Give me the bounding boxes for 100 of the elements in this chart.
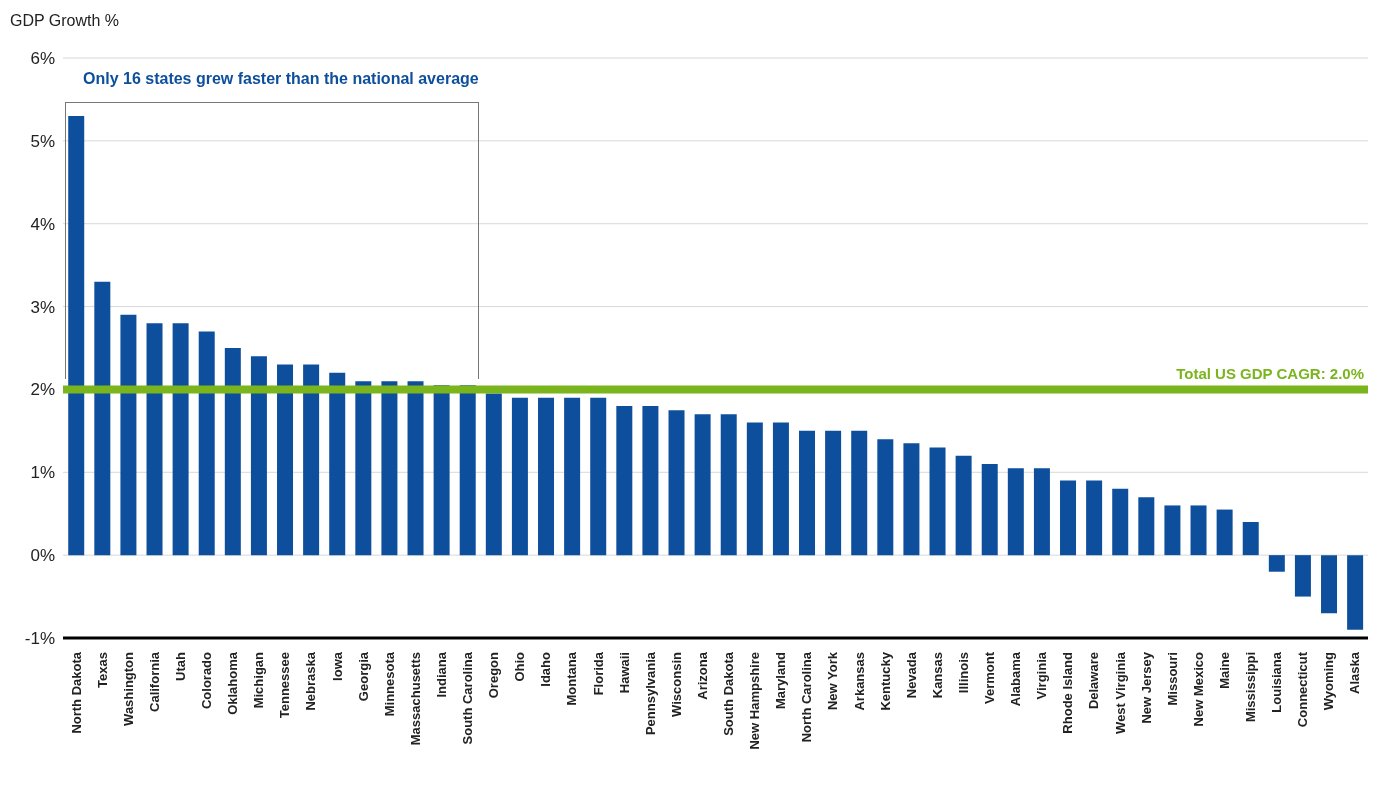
x-tick-label: Kansas [929, 652, 945, 699]
x-tick-label: Indiana [433, 651, 449, 698]
x-tick-label: Massachusetts [407, 652, 423, 746]
bar [929, 447, 946, 556]
x-tick-label: Virginia [1034, 651, 1050, 700]
x-tick-label: Oklahoma [225, 651, 241, 715]
y-tick-label: 6% [30, 49, 55, 69]
x-tick-label: Hawaii [616, 652, 632, 694]
x-tick-label: Washington [120, 651, 136, 726]
bar [903, 443, 920, 556]
x-tick-label: Rhode Island [1060, 651, 1076, 734]
bar [1086, 480, 1103, 556]
x-tick-label: Colorado [199, 651, 215, 710]
bar [94, 281, 111, 556]
x-tick-label: Louisiana [1269, 651, 1285, 713]
bar [224, 348, 241, 556]
bar [825, 430, 842, 556]
bar [851, 430, 868, 556]
bar [485, 393, 502, 556]
x-tick-label: Maryland [773, 651, 789, 710]
x-tick-label: Georgia [355, 651, 371, 702]
x-tick-label: Nebraska [303, 651, 319, 711]
y-tick-label: 1% [30, 463, 55, 483]
x-tick-label: New York [825, 651, 841, 711]
bar [172, 323, 189, 556]
x-tick-label: Connecticut [1295, 651, 1311, 728]
bar [250, 356, 267, 556]
ref-line-label: Total US GDP CAGR: 2.0% [1176, 365, 1364, 383]
bar [642, 406, 659, 556]
y-tick-label: 0% [30, 546, 55, 566]
bar [564, 397, 581, 556]
bar [538, 397, 555, 556]
bar [1294, 555, 1311, 597]
bar [1268, 555, 1285, 572]
x-tick-label: Alaska [1347, 651, 1363, 694]
bar [590, 397, 607, 556]
x-tick-label: Texas [94, 652, 110, 688]
bar [303, 364, 320, 556]
bar [1164, 505, 1181, 556]
bar [1242, 522, 1259, 556]
x-tick-label: Illinois [955, 652, 971, 694]
x-tick-label: Tennessee [277, 652, 293, 719]
x-tick-label: Iowa [329, 651, 345, 681]
bar [277, 364, 294, 556]
x-tick-label: Oregon [486, 651, 502, 699]
x-tick-label: Pennsylvania [642, 651, 658, 736]
x-tick-label: Michigan [251, 651, 267, 709]
bar [381, 381, 398, 556]
x-tick-label: South Dakota [721, 651, 737, 736]
x-tick-label: Nevada [903, 651, 919, 699]
y-tick-label: 4% [30, 214, 55, 234]
x-tick-label: South Carolina [460, 651, 476, 745]
x-tick-label: Alabama [1008, 651, 1024, 707]
x-tick-label: Wyoming [1321, 651, 1337, 711]
bar [1190, 505, 1207, 556]
x-tick-label: North Dakota [68, 651, 84, 734]
bar [799, 430, 816, 556]
bar [120, 314, 137, 556]
bar [955, 455, 972, 556]
x-tick-label: Idaho [538, 651, 554, 687]
x-tick-label: Arizona [694, 651, 710, 700]
bar [772, 422, 789, 556]
x-tick-label: New Hampshire [747, 652, 763, 750]
x-tick-label: Vermont [982, 651, 998, 705]
bar [1138, 497, 1155, 556]
x-tick-label: New Jersey [1138, 651, 1154, 724]
x-tick-label: California [146, 651, 162, 712]
bar [616, 406, 633, 556]
y-tick-label: 2% [30, 380, 55, 400]
annotation: Only 16 states grew faster than the national average [83, 70, 479, 88]
x-tick-label: Ohio [512, 651, 528, 682]
bar [329, 372, 346, 556]
bar [511, 397, 528, 556]
bar [1321, 555, 1338, 614]
bar [1112, 488, 1129, 556]
bar [1347, 555, 1364, 630]
x-tick-label: New Mexico [1190, 651, 1206, 727]
x-tick-label: Minnesota [381, 651, 397, 717]
bar [407, 381, 424, 556]
bar [746, 422, 763, 556]
bar [146, 323, 163, 556]
bar [68, 116, 85, 556]
bar [355, 381, 372, 556]
bar [1007, 468, 1024, 556]
x-tick-label: Kentucky [877, 651, 893, 711]
y-axis-title: GDP Growth % [10, 12, 120, 30]
bar [1033, 468, 1050, 556]
y-tick-label: 5% [30, 131, 55, 151]
bar [1216, 509, 1233, 556]
bar [981, 464, 998, 556]
x-tick-label: Maine [1216, 652, 1232, 689]
x-tick-label: Arkansas [851, 652, 867, 711]
x-tick-label: Montana [564, 651, 580, 706]
bar [1060, 480, 1077, 556]
x-tick-label: Delaware [1086, 652, 1102, 710]
x-tick-label: North Carolina [799, 651, 815, 743]
x-tick-label: Wisconsin [668, 651, 684, 717]
x-tick-label: Utah [172, 651, 188, 681]
x-tick-label: West Virginia [1112, 651, 1128, 734]
x-tick-label: Florida [590, 651, 606, 696]
